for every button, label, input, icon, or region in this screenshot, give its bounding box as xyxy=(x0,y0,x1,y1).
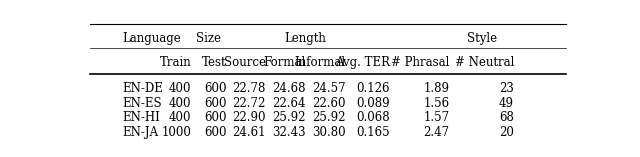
Text: 22.78: 22.78 xyxy=(232,82,266,95)
Text: 1.56: 1.56 xyxy=(424,97,449,110)
Text: 24.57: 24.57 xyxy=(312,82,346,95)
Text: EN-DE: EN-DE xyxy=(122,82,163,95)
Text: # Neutral: # Neutral xyxy=(454,56,514,69)
Text: 23: 23 xyxy=(499,82,514,95)
Text: 24.61: 24.61 xyxy=(232,126,266,139)
Text: 600: 600 xyxy=(204,111,227,125)
Text: Style: Style xyxy=(467,32,497,45)
Text: 400: 400 xyxy=(169,111,191,125)
Text: 0.126: 0.126 xyxy=(356,82,390,95)
Text: 600: 600 xyxy=(204,126,227,139)
Text: 25.92: 25.92 xyxy=(272,111,306,125)
Text: 22.64: 22.64 xyxy=(272,97,306,110)
Text: Length: Length xyxy=(285,32,326,45)
Text: Language: Language xyxy=(122,32,181,45)
Text: 0.089: 0.089 xyxy=(356,97,390,110)
Text: 68: 68 xyxy=(499,111,514,125)
Text: 1000: 1000 xyxy=(162,126,191,139)
Text: EN-HI: EN-HI xyxy=(122,111,160,125)
Text: 2.47: 2.47 xyxy=(424,126,449,139)
Text: Informal: Informal xyxy=(294,56,346,69)
Text: 400: 400 xyxy=(169,97,191,110)
Text: Source: Source xyxy=(224,56,266,69)
Text: 1.89: 1.89 xyxy=(424,82,449,95)
Text: Test: Test xyxy=(202,56,227,69)
Text: 600: 600 xyxy=(204,82,227,95)
Text: 400: 400 xyxy=(169,82,191,95)
Text: EN-JA: EN-JA xyxy=(122,126,158,139)
Text: 49: 49 xyxy=(499,97,514,110)
Text: 20: 20 xyxy=(499,126,514,139)
Text: 0.068: 0.068 xyxy=(356,111,390,125)
Text: 22.60: 22.60 xyxy=(312,97,346,110)
Text: Avg. TER: Avg. TER xyxy=(335,56,390,69)
Text: 0.165: 0.165 xyxy=(356,126,390,139)
Text: Size: Size xyxy=(196,32,221,45)
Text: 32.43: 32.43 xyxy=(272,126,306,139)
Text: 22.72: 22.72 xyxy=(232,97,266,110)
Text: 30.80: 30.80 xyxy=(312,126,346,139)
Text: EN-ES: EN-ES xyxy=(122,97,162,110)
Text: 22.90: 22.90 xyxy=(232,111,266,125)
Text: # Phrasal: # Phrasal xyxy=(391,56,449,69)
Text: Formal: Formal xyxy=(264,56,306,69)
Text: 1.57: 1.57 xyxy=(424,111,449,125)
Text: Train: Train xyxy=(160,56,191,69)
Text: 600: 600 xyxy=(204,97,227,110)
Text: 25.92: 25.92 xyxy=(312,111,346,125)
Text: 24.68: 24.68 xyxy=(272,82,306,95)
